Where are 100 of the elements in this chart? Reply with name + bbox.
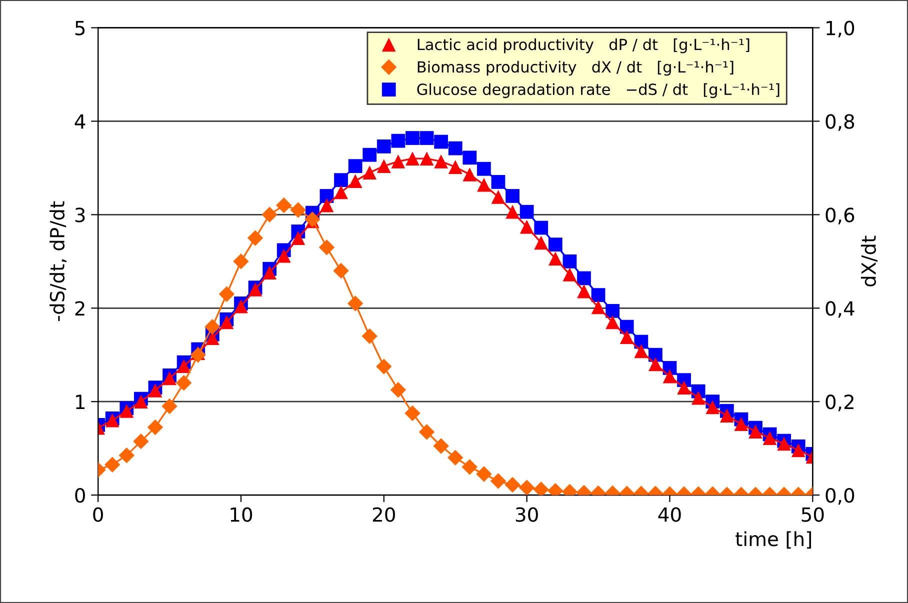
point [347,296,364,312]
point [434,134,448,149]
point [577,284,591,298]
point [591,300,606,314]
y2-axis-title: dX/dt [860,236,878,286]
y-tick-label: 4 [74,114,86,129]
point [304,211,320,228]
legend-label: Lactic acid productivity dP / dt [g·L⁻¹·h⁻¹] [418,38,750,54]
point [548,252,562,266]
point [262,266,277,280]
point [290,202,306,218]
point [362,328,378,344]
point [520,204,534,219]
point [204,318,220,335]
point [333,262,349,279]
point [134,394,148,409]
x-tick-label: 40 [658,507,681,522]
point [218,286,235,302]
point [620,320,634,334]
point [376,159,391,174]
point [148,383,162,398]
point [376,139,391,154]
point [420,131,434,145]
y2-tick-label: 0,4 [826,301,854,318]
point [477,178,491,192]
point [234,299,248,314]
point [406,131,420,145]
point [176,375,192,391]
point [591,288,606,302]
point [548,238,562,252]
point [362,148,377,162]
point [520,220,534,234]
point [734,417,748,431]
point [462,150,477,165]
legend-label: Biomass productivity dX / dt [g·L⁻¹·h⁻¹] [418,60,734,76]
point [762,431,777,445]
y2-tick-label: 0,0 [826,488,854,505]
point [376,358,392,374]
point [162,371,176,386]
point [406,152,420,166]
point [176,359,191,374]
point [391,154,406,168]
point [404,405,420,422]
point [634,344,648,358]
point [518,480,535,496]
point [477,162,491,176]
y-tick-label: 0 [75,488,85,503]
point [291,231,306,245]
point [362,166,377,180]
point [476,466,492,482]
x-tick-label: 10 [230,507,252,522]
point [506,204,520,219]
y-tick-label: 2 [75,301,84,316]
point [334,173,348,188]
y2-tick-label: 0,8 [826,114,854,131]
point [276,197,292,214]
point [577,271,591,286]
point [662,369,677,384]
y-axis-title: -dS/dt, dP/dt [50,201,67,322]
point [462,459,478,475]
point [320,198,334,212]
point [534,220,548,235]
x-tick-label: 50 [802,507,824,522]
point [433,438,449,454]
point [420,152,434,166]
point [777,436,792,451]
point [390,382,406,398]
point [318,240,335,256]
point [491,190,506,204]
point [506,189,520,203]
point [118,447,135,464]
point [691,390,706,405]
point [147,419,164,436]
point [677,380,691,395]
point [162,398,178,414]
point [606,315,620,330]
x-tick-label: 0 [93,507,103,522]
point [490,473,506,489]
x-tick-label: 20 [372,507,395,522]
point [462,168,477,182]
point [648,357,662,372]
point [262,206,278,223]
point [247,230,264,246]
y-tick-label: 1 [76,394,84,409]
point [434,154,448,168]
point [276,248,291,263]
point [348,174,362,188]
point [391,134,406,148]
y-tick-label: 5 [75,20,85,36]
point [133,433,149,450]
point [334,185,348,200]
point [534,236,548,250]
point [233,254,249,270]
point [620,330,634,344]
point [533,482,549,496]
point [220,315,234,330]
point [720,408,734,423]
point [205,331,220,345]
point [448,160,462,174]
point [504,476,520,493]
